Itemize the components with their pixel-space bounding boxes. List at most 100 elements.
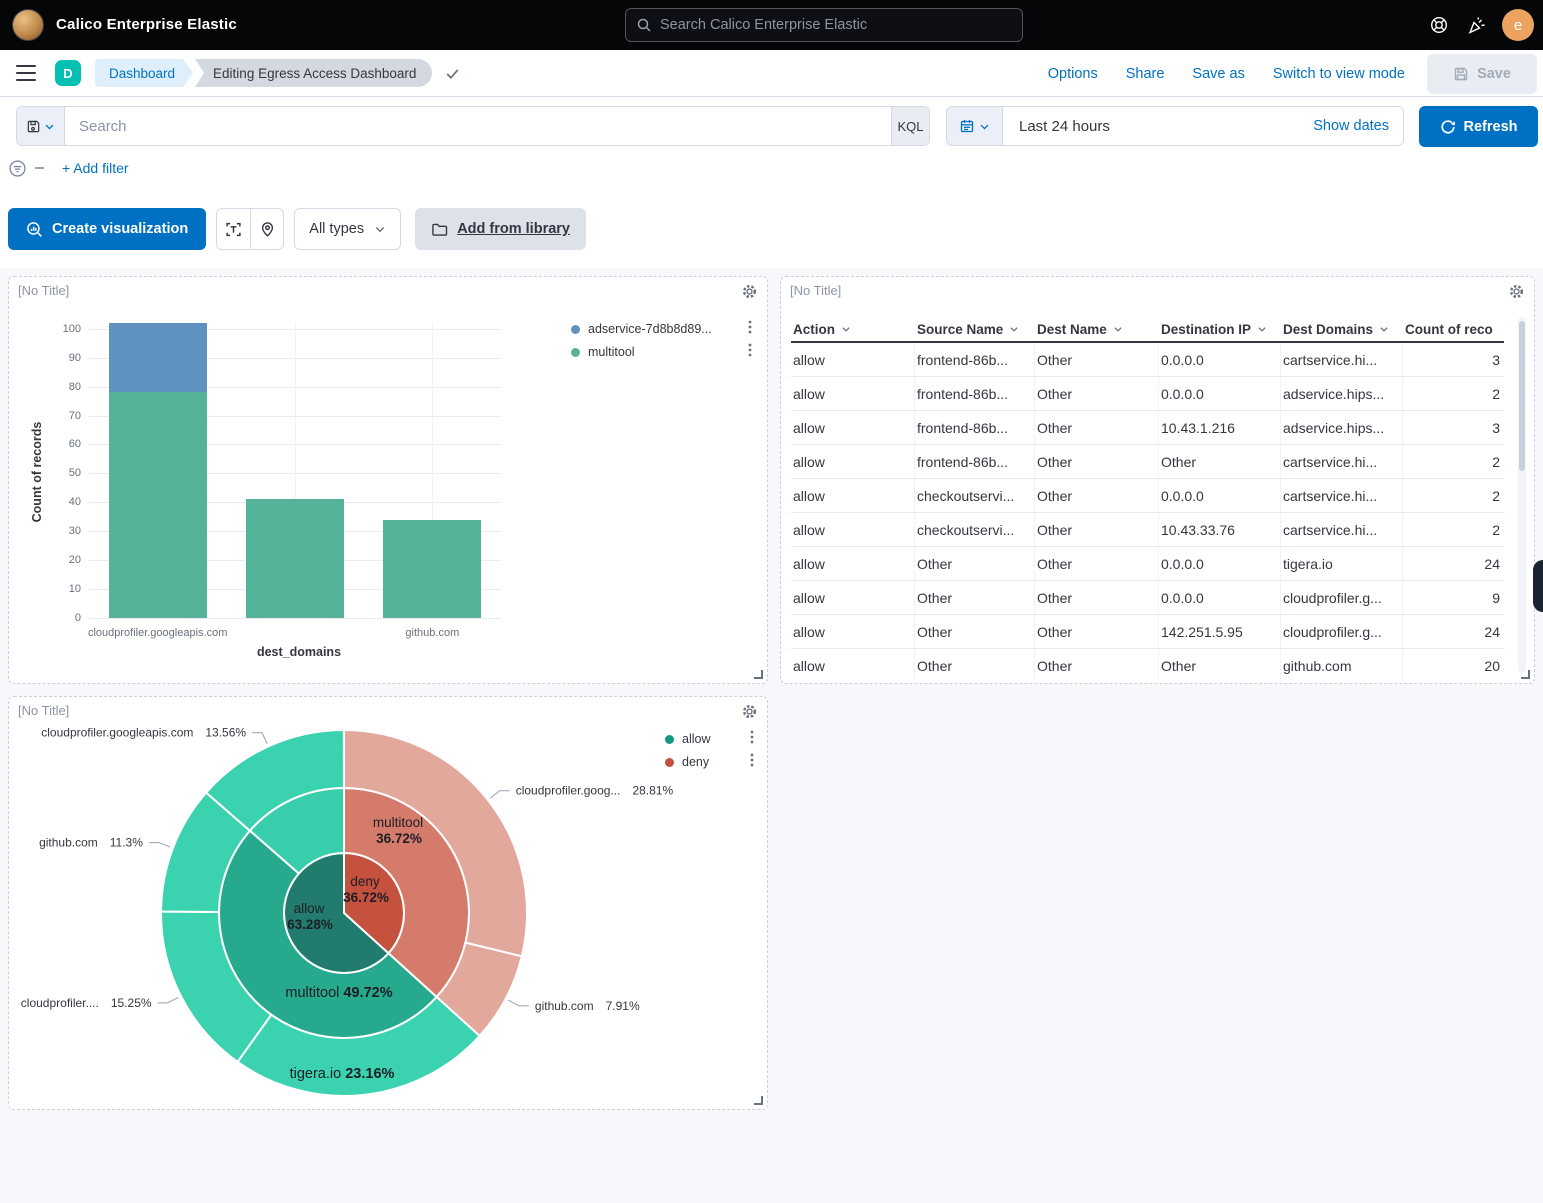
- data-table: Action Source Name Dest Name Destination IP…: [791, 317, 1504, 682]
- sunburst-segment[interactable]: [343, 729, 528, 958]
- table-column-header[interactable]: Dest Domains: [1281, 317, 1403, 341]
- all-types-dropdown[interactable]: All types: [294, 208, 402, 250]
- query-search-input[interactable]: [65, 117, 891, 135]
- table-cell: Other: [1035, 615, 1159, 648]
- legend-actions-icon[interactable]: [745, 319, 755, 340]
- legend-actions-icon[interactable]: [747, 752, 757, 773]
- table-cell: 2: [1492, 487, 1500, 504]
- panel-title: [No Title]: [18, 703, 70, 718]
- help-icon[interactable]: [1428, 14, 1450, 36]
- refresh-button[interactable]: Refresh: [1419, 106, 1538, 147]
- news-icon[interactable]: [1466, 14, 1488, 36]
- panel-resize-handle[interactable]: [1521, 670, 1530, 679]
- space-badge[interactable]: D: [55, 60, 81, 86]
- sort-chevron-icon: [1114, 327, 1122, 332]
- bar-segment[interactable]: [246, 499, 344, 618]
- sunburst-inner-label: tigera.io 23.16%: [290, 1066, 395, 1082]
- panel-sunburst-chart: [No Title] cloudprofiler.goog... 28.81% g…: [8, 696, 768, 1110]
- breadcrumb-dashboard[interactable]: Dashboard: [95, 59, 193, 87]
- refresh-icon: [1440, 119, 1455, 133]
- sunburst-chart: cloudprofiler.goog... 28.81% github.com 7…: [21, 726, 673, 1097]
- y-axis-tick-label: 40: [68, 496, 81, 509]
- table-row: allow frontend-86b... Other 0.0.0.0 cartserv…: [791, 343, 1504, 377]
- table-cell: Other: [1035, 547, 1159, 580]
- table-column-header[interactable]: Action: [791, 317, 915, 341]
- legend-actions-icon[interactable]: [745, 342, 755, 363]
- global-search-input[interactable]: [660, 17, 1012, 33]
- panel-settings-gear-icon[interactable]: [741, 283, 759, 301]
- gridline: [89, 618, 501, 619]
- table-cell: 0.0.0.0: [1159, 547, 1281, 580]
- sunburst-segment[interactable]: [205, 729, 345, 832]
- table-cell: allow: [791, 479, 915, 512]
- table-column-header[interactable]: Count of reco: [1403, 317, 1504, 341]
- y-axis-title: Count of records: [30, 421, 44, 523]
- bar-segment[interactable]: [383, 519, 482, 618]
- switch-view-mode-link[interactable]: Switch to view mode: [1272, 65, 1405, 82]
- menu-icon[interactable]: [16, 65, 36, 81]
- table-cell: Other: [1035, 411, 1159, 444]
- callout-line: [157, 996, 179, 1004]
- panel-settings-gear-icon[interactable]: [741, 703, 759, 721]
- panel-resize-handle[interactable]: [754, 1096, 763, 1105]
- gridline: [295, 323, 296, 618]
- check-icon[interactable]: [444, 65, 461, 82]
- sort-chevron-icon: [1258, 327, 1266, 332]
- save-as-link[interactable]: Save as: [1192, 65, 1245, 82]
- add-map-button[interactable]: [250, 209, 283, 249]
- add-filter-button[interactable]: + Add filter: [62, 160, 129, 176]
- legend-label: allow: [682, 732, 711, 746]
- bar-segment[interactable]: [108, 323, 207, 393]
- sunburst-inner-value: 36.72%: [376, 831, 422, 846]
- y-axis-tick-label: 20: [68, 554, 81, 567]
- time-range-value[interactable]: Last 24 hours: [1019, 117, 1110, 135]
- legend-color-dot: [665, 757, 674, 767]
- save-button[interactable]: Save: [1427, 53, 1537, 94]
- filter-icon[interactable]: [8, 159, 27, 178]
- panel-settings-gear-icon[interactable]: [1508, 283, 1526, 301]
- table-cell: adservice.hips...: [1281, 377, 1403, 410]
- app-logo-icon[interactable]: [12, 9, 44, 41]
- legend-item[interactable]: deny: [665, 752, 757, 773]
- table-cell: allow: [791, 547, 915, 580]
- table-cell: frontend-86b...: [915, 445, 1035, 478]
- legend-item[interactable]: adservice-7d8b8d89...: [571, 319, 755, 340]
- options-link[interactable]: Options: [1047, 65, 1098, 82]
- collapsed-flyout-handle[interactable]: [1533, 560, 1543, 612]
- share-link[interactable]: Share: [1125, 65, 1165, 82]
- legend-item[interactable]: multitool: [571, 342, 755, 363]
- table-scrollbar[interactable]: [1518, 317, 1526, 673]
- show-dates-link[interactable]: Show dates: [1313, 118, 1389, 134]
- table-cell: cloudprofiler.g...: [1281, 615, 1403, 648]
- date-quick-select-button[interactable]: [947, 107, 1003, 145]
- avatar[interactable]: e: [1502, 9, 1534, 41]
- table-column-header[interactable]: Source Name: [915, 317, 1035, 341]
- dashboard-canvas: [No Title] Count of records dest_domains…: [0, 268, 1543, 1203]
- sunburst-inner-value: 36.72%: [343, 890, 389, 905]
- legend-item[interactable]: allow: [665, 729, 757, 750]
- table-column-header[interactable]: Destination IP: [1159, 317, 1281, 341]
- y-axis-tick-label: 80: [68, 380, 81, 393]
- kql-query-bar[interactable]: KQL: [16, 106, 930, 146]
- date-picker[interactable]: Last 24 hours Show dates: [946, 106, 1404, 146]
- saved-query-menu-button[interactable]: [17, 107, 65, 145]
- table-column-header[interactable]: Dest Name: [1035, 317, 1159, 341]
- create-visualization-button[interactable]: Create visualization: [8, 208, 207, 250]
- breadcrumb: Dashboard Editing Egress Access Dashboar…: [95, 59, 461, 87]
- panel-resize-handle[interactable]: [754, 670, 763, 679]
- legend-label: adservice-7d8b8d89...: [588, 322, 712, 336]
- panel-title: [No Title]: [18, 283, 70, 298]
- chevron-down-icon: [375, 227, 385, 233]
- legend-actions-icon[interactable]: [747, 729, 757, 750]
- scrollbar-thumb[interactable]: [1519, 321, 1525, 471]
- save-icon: [1454, 67, 1468, 80]
- kql-language-button[interactable]: KQL: [891, 107, 929, 145]
- add-text-button[interactable]: [217, 209, 250, 249]
- table-cell: allow: [791, 445, 915, 478]
- sunburst-inner-label: allow: [294, 901, 325, 916]
- add-from-library-button[interactable]: Add from library: [415, 208, 586, 250]
- sort-chevron-icon: [842, 327, 850, 332]
- callout-line: [508, 999, 529, 1007]
- global-search[interactable]: [625, 8, 1023, 42]
- bar-segment[interactable]: [108, 392, 207, 618]
